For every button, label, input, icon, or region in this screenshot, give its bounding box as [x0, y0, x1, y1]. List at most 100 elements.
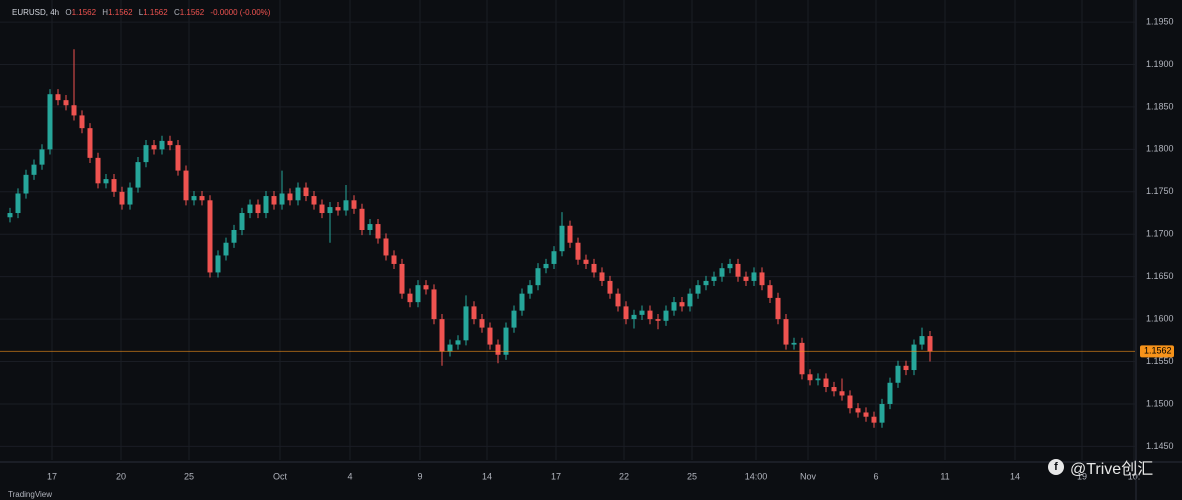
last-price-tag — [1140, 345, 1174, 358]
candle-body — [551, 251, 557, 264]
candle-body — [863, 412, 869, 417]
candle-body — [927, 336, 933, 352]
candle-body — [743, 276, 749, 281]
candle-body — [63, 100, 69, 106]
y-tick-label: 1.1700 — [1146, 229, 1174, 239]
candle-body — [663, 310, 669, 321]
candle-body — [359, 208, 365, 230]
y-tick-label: 1.1850 — [1146, 101, 1174, 111]
candle-body — [287, 193, 293, 201]
candle-body — [351, 200, 357, 209]
candle-body — [159, 140, 165, 150]
candle-body — [231, 230, 237, 243]
candle-body — [135, 162, 141, 188]
candle-body — [199, 196, 205, 201]
x-tick-label: 25 — [687, 471, 697, 481]
icon: f — [1048, 459, 1064, 475]
symbol: EURUSD, 4h — [12, 8, 60, 17]
candle-body — [791, 342, 797, 345]
candle-body — [311, 196, 317, 205]
x-tick-label: 4 — [347, 471, 352, 481]
x-tick-label: 14 — [1010, 471, 1020, 481]
candle-body — [815, 378, 821, 381]
candle-body — [183, 170, 189, 201]
candle-body — [407, 293, 413, 303]
candle-body — [167, 140, 173, 146]
candle-body — [391, 255, 397, 264]
ohlc-value: 1.1562 — [108, 8, 133, 17]
candle-body — [895, 365, 901, 383]
candle-body — [903, 365, 909, 371]
candle-body — [7, 213, 13, 218]
candle-body — [495, 344, 501, 355]
candle-body — [575, 242, 581, 260]
candle-body — [823, 378, 829, 388]
candle-body — [687, 293, 693, 307]
candle-body — [431, 289, 437, 320]
candle-body — [591, 263, 597, 273]
candle-body — [527, 285, 533, 294]
candle-body — [319, 204, 325, 214]
y-tick-label: 1.1650 — [1146, 271, 1174, 281]
candle-body — [31, 164, 37, 175]
y-tick-label: 1.1950 — [1146, 16, 1174, 26]
candle-body — [343, 200, 349, 211]
x-tick-label: 14 — [482, 471, 492, 481]
candle-body — [335, 207, 341, 211]
candle-body — [599, 272, 605, 281]
y-tick-label: 1.1750 — [1146, 186, 1174, 196]
candle-body — [119, 191, 125, 205]
candle-body — [679, 302, 685, 307]
candle-body — [223, 242, 229, 256]
candle-body — [175, 145, 181, 171]
candle-body — [511, 310, 517, 328]
candle-body — [279, 193, 285, 205]
candle-body — [487, 327, 493, 345]
candle-body — [711, 276, 717, 281]
watermark: f @Trive创汇 — [1048, 455, 1153, 479]
candle-body — [831, 387, 837, 392]
candle-body — [247, 204, 253, 214]
candle-body — [615, 293, 621, 307]
candle-body — [911, 344, 917, 371]
candle-body — [471, 306, 477, 320]
candle-body — [423, 285, 429, 290]
candle-body — [383, 238, 389, 256]
candle-body — [695, 285, 701, 294]
x-tick-label: 17 — [47, 471, 57, 481]
candle-body — [655, 319, 661, 321]
candle-body — [623, 306, 629, 320]
candle-body — [255, 204, 261, 214]
brand: TradingView — [8, 490, 53, 499]
candle-body — [23, 174, 29, 194]
candle-body — [399, 263, 405, 294]
candle-body — [759, 272, 765, 286]
candle-body — [783, 319, 789, 345]
ohlc-key: L — [138, 8, 144, 17]
candle-body — [439, 319, 445, 352]
x-tick-label: 11 — [940, 471, 949, 481]
ohlc-value: 1.1562 — [71, 8, 97, 17]
y-tick-label: 1.1450 — [1146, 441, 1174, 451]
candle-body — [519, 293, 525, 311]
x-tick-label: 17 — [551, 471, 561, 481]
change: -0.0000 (-0.00%) — [210, 8, 271, 17]
candle-body — [263, 196, 269, 214]
legend-header: EURUSD, 4h O1.1562 H1.1562 L1.1562 C1.15… — [12, 8, 270, 17]
candle-body — [567, 225, 573, 243]
candle-body — [295, 187, 301, 201]
candle-body — [543, 263, 549, 269]
candle-body — [87, 128, 93, 158]
candle-body — [775, 297, 781, 320]
candle-body — [735, 263, 741, 277]
y-tick-label: 1.1550 — [1146, 356, 1174, 366]
candle-body — [871, 416, 877, 423]
candle-body — [631, 314, 637, 320]
candle-body — [855, 408, 861, 413]
candle-body — [583, 259, 589, 264]
candle-body — [143, 145, 149, 163]
ohlc-value: 1.1562 — [143, 8, 168, 17]
x-tick-label: 10: — [1128, 471, 1141, 481]
